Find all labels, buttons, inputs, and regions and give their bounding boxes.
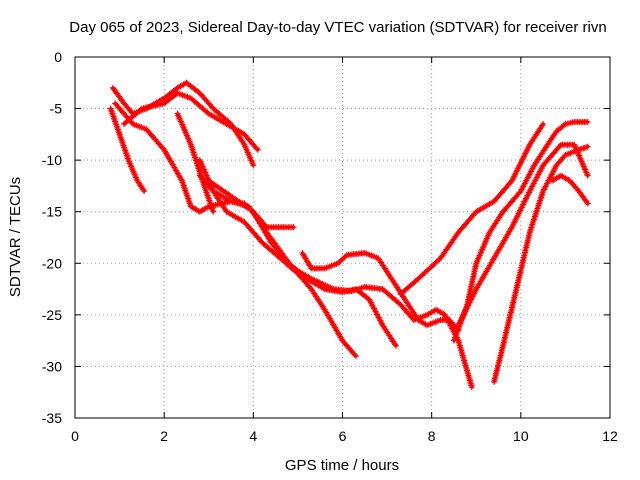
data-point <box>393 342 399 349</box>
data-point <box>583 199 590 206</box>
x-tick-label: 10 <box>513 428 529 444</box>
x-tick-label: 8 <box>428 428 436 444</box>
series-arc-9 <box>299 250 462 334</box>
series-layer <box>107 79 591 391</box>
series-arc-12 <box>455 141 591 329</box>
data-point <box>584 200 591 207</box>
y-tick-label: -35 <box>42 410 62 426</box>
x-tick-label: 6 <box>339 428 347 444</box>
series-arc-8 <box>205 177 475 391</box>
data-point <box>226 197 233 204</box>
y-tick-label: -15 <box>42 204 62 220</box>
series-arc-14 <box>549 172 591 207</box>
data-point <box>352 353 359 360</box>
data-point <box>141 188 148 195</box>
data-point <box>250 162 257 169</box>
y-tick-label: -25 <box>42 307 62 323</box>
data-point <box>351 351 358 358</box>
x-tick-label: 2 <box>160 428 168 444</box>
x-tick-label: 4 <box>249 428 257 444</box>
series-arc-4 <box>121 90 261 153</box>
x-tick-label: 12 <box>602 428 618 444</box>
data-point <box>290 224 297 231</box>
x-tick-label: 0 <box>71 428 79 444</box>
y-tick-label: -5 <box>50 101 63 117</box>
series-arc-7 <box>196 172 399 349</box>
series-arc-13 <box>491 143 591 385</box>
series-line <box>207 179 474 389</box>
data-point <box>468 384 475 391</box>
y-tick-label: -10 <box>42 152 62 168</box>
data-point <box>556 143 563 149</box>
data-point <box>584 119 591 125</box>
y-tick-label: 0 <box>54 49 62 65</box>
data-point <box>584 143 591 150</box>
data-point <box>210 208 217 215</box>
series-line <box>456 143 590 327</box>
y-tick-label: -20 <box>42 255 62 271</box>
data-point <box>253 145 260 152</box>
series-arc-5 <box>174 110 217 215</box>
data-point <box>342 253 349 260</box>
data-point <box>584 172 591 179</box>
data-point <box>254 146 261 153</box>
y-tick-label: -30 <box>42 358 62 374</box>
x-axis-label: GPS time / hours <box>285 457 399 474</box>
data-point <box>561 122 568 129</box>
series-arc-11 <box>451 119 591 344</box>
series-arc-10 <box>397 121 547 298</box>
ticks: 0 2 4 6 8 10 12 0 -5 -10 -15 -20 -25 -30 -35 <box>42 49 618 444</box>
y-axis-label: SDTVAR / TECUs <box>7 177 24 297</box>
grid <box>75 57 610 418</box>
series-arc-1 <box>107 105 148 195</box>
data-point <box>540 121 547 127</box>
chart-title: Day 065 of 2023, Sidereal Day-to-day VTE… <box>69 19 606 36</box>
